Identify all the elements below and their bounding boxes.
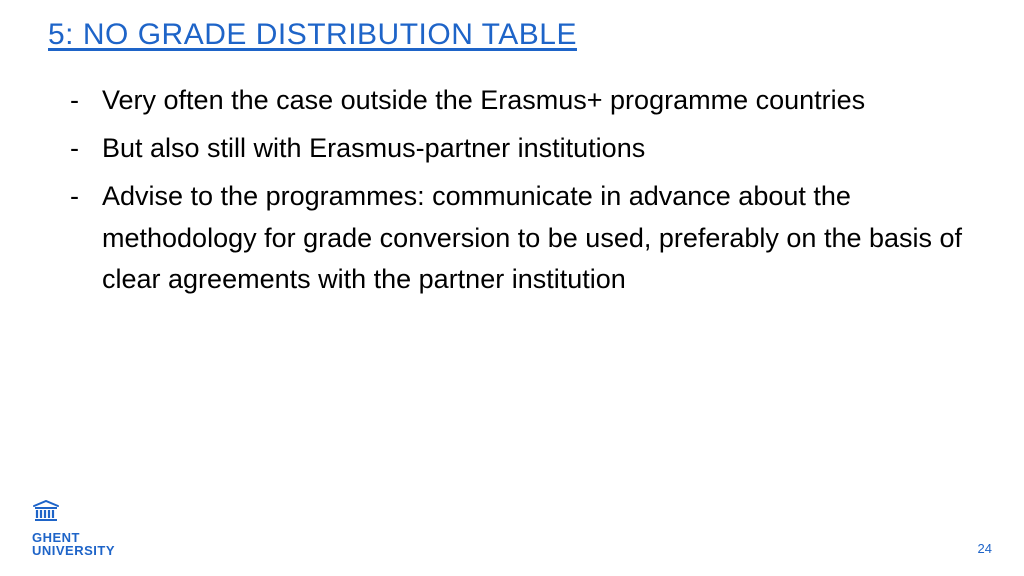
- logo-line2: UNIVERSITY: [32, 544, 115, 558]
- slide-title: 5: NO GRADE DISTRIBUTION TABLE: [48, 18, 976, 52]
- university-logo: GHENT UNIVERSITY: [32, 500, 115, 558]
- logo-text: GHENT UNIVERSITY: [32, 531, 115, 558]
- logo-line1: GHENT: [32, 531, 115, 545]
- bullet-dash: -: [70, 80, 102, 122]
- page-number: 24: [978, 541, 992, 558]
- bullet-dash: -: [70, 128, 102, 170]
- bullet-text: But also still with Erasmus-partner inst…: [102, 128, 976, 170]
- bullet-dash: -: [70, 176, 102, 302]
- list-item: - But also still with Erasmus-partner in…: [70, 128, 976, 170]
- slide-footer: GHENT UNIVERSITY 24: [32, 500, 992, 558]
- list-item: - Very often the case outside the Erasmu…: [70, 80, 976, 122]
- logo-svg-group: [34, 501, 58, 520]
- bullet-text: Very often the case outside the Erasmus+…: [102, 80, 976, 122]
- building-icon: [32, 500, 60, 527]
- bullet-list: - Very often the case outside the Erasmu…: [48, 80, 976, 301]
- list-item: - Advise to the programmes: communicate …: [70, 176, 976, 302]
- slide: 5: NO GRADE DISTRIBUTION TABLE - Very of…: [0, 0, 1024, 576]
- bullet-text: Advise to the programmes: communicate in…: [102, 176, 976, 302]
